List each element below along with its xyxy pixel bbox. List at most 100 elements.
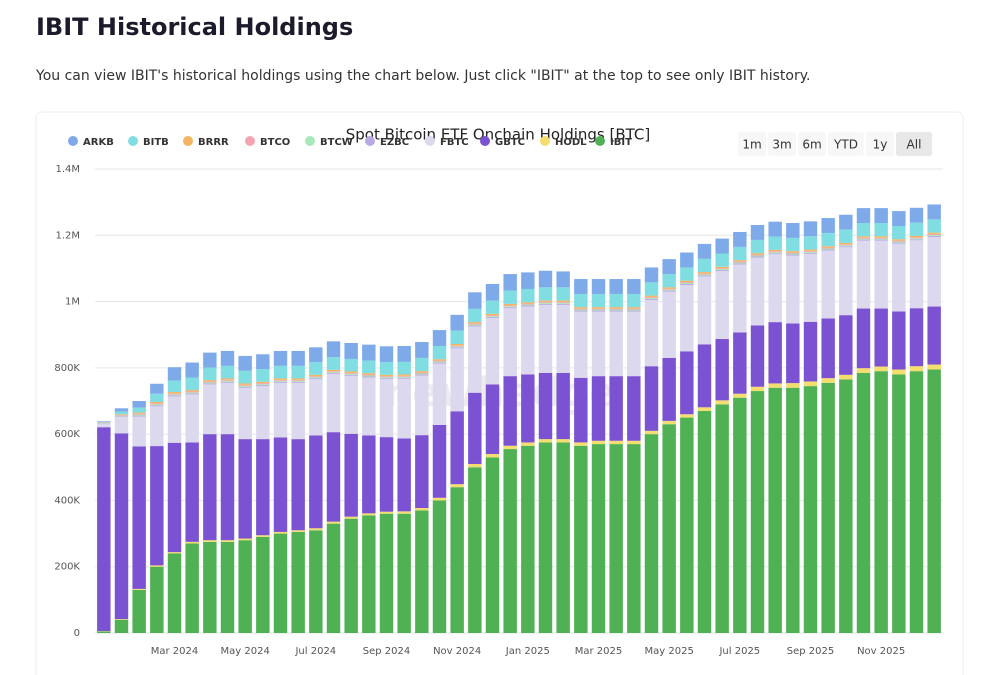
range-button[interactable]: [896, 132, 932, 156]
bar-segment: [309, 378, 323, 380]
bar-segment: [768, 253, 782, 255]
range-button[interactable]: [768, 132, 796, 156]
range-button-label[interactable]: YTD: [833, 138, 858, 152]
legend-label[interactable]: FBTC: [440, 137, 469, 148]
bar-segment: [715, 270, 729, 272]
x-tick-label: Sep 2025: [787, 646, 834, 657]
bar-segment: [291, 531, 305, 633]
legend-marker[interactable]: [128, 136, 138, 146]
bar-segment: [644, 297, 659, 299]
bar-segment: [733, 262, 747, 264]
bar-segment: [132, 588, 146, 590]
page-title: IBIT Historical Holdings: [36, 13, 353, 41]
bar-segment: [485, 318, 500, 385]
bar-segment: [185, 393, 199, 395]
bar-segment: [644, 267, 659, 283]
bar-segment: [273, 531, 288, 534]
bar-segment: [468, 326, 482, 393]
bar-segment: [574, 309, 588, 311]
bar-segment: [768, 251, 782, 253]
bar-segment: [803, 252, 818, 254]
range-button[interactable]: [828, 132, 864, 156]
legend-label[interactable]: BITB: [143, 137, 169, 148]
bar-segment: [485, 384, 500, 455]
bar-segment: [309, 374, 323, 377]
bar-segment: [538, 442, 553, 633]
range-button-label[interactable]: All: [907, 138, 922, 152]
bar-segment: [609, 309, 623, 311]
bar-segment: [326, 371, 341, 373]
bar-segment: [750, 225, 765, 240]
bar-segment: [132, 446, 146, 589]
legend-label[interactable]: EZBC: [380, 137, 409, 148]
legend-label[interactable]: BTCO: [260, 137, 290, 148]
bar-segment: [715, 253, 729, 267]
legend-marker[interactable]: [305, 136, 315, 146]
bar-segment: [909, 238, 924, 240]
legend-marker[interactable]: [365, 136, 375, 146]
range-button[interactable]: [738, 132, 766, 156]
bar-segment: [609, 311, 623, 377]
bar-segment: [503, 306, 517, 308]
legend-marker[interactable]: [425, 136, 435, 146]
bar-segment: [97, 631, 111, 633]
bar-segment: [309, 379, 323, 436]
bar-segment: [786, 223, 800, 238]
bar-segment: [803, 249, 818, 251]
bar-segment: [432, 424, 447, 498]
legend-marker[interactable]: [540, 136, 550, 146]
bar-segment: [344, 375, 358, 434]
legend-label[interactable]: BTCW: [320, 137, 353, 148]
bar-segment: [309, 530, 323, 633]
legend-marker[interactable]: [68, 136, 78, 146]
range-button[interactable]: [798, 132, 826, 156]
bar-segment: [680, 252, 694, 268]
bar-segment: [238, 540, 252, 633]
bar-segment: [521, 304, 535, 306]
legend-label[interactable]: IBIT: [610, 137, 632, 148]
bar-segment: [927, 306, 941, 365]
legend-label[interactable]: ARKB: [83, 137, 114, 148]
legend-marker[interactable]: [595, 136, 605, 146]
bar-segment: [591, 310, 606, 312]
bar-segment: [556, 287, 570, 301]
range-button-label[interactable]: 6m: [802, 138, 821, 152]
range-button-label[interactable]: 1y: [873, 138, 888, 152]
bar-segment: [821, 232, 835, 247]
bar-segment: [432, 330, 447, 346]
legend-marker[interactable]: [245, 136, 255, 146]
bar-segment: [574, 310, 588, 312]
bar-segment: [662, 259, 676, 275]
bar-segment: [397, 377, 411, 379]
legend-label[interactable]: HODL: [555, 137, 587, 148]
bar-segment: [397, 511, 411, 514]
bar-segment: [909, 222, 924, 236]
range-button-label[interactable]: 3m: [772, 138, 791, 152]
bar-segment: [697, 273, 712, 275]
range-button-label[interactable]: 1m: [742, 138, 761, 152]
bar-segment: [114, 433, 129, 620]
bar-segment: [97, 427, 111, 632]
bar-segment: [432, 345, 447, 360]
bar-segment: [750, 386, 765, 392]
bar-segment: [203, 352, 217, 368]
bar-segment: [468, 292, 482, 309]
bar-segment: [485, 300, 500, 314]
bar-segment: [609, 444, 623, 633]
legend-label[interactable]: BRRR: [198, 137, 229, 148]
bar-segment: [503, 305, 517, 307]
bar-segment: [786, 252, 800, 254]
bar-segment: [220, 350, 235, 366]
bar-segment: [733, 246, 747, 261]
bar-segment: [150, 401, 164, 404]
bar-segment: [150, 406, 164, 447]
bar-segment: [450, 345, 464, 347]
legend-marker[interactable]: [480, 136, 490, 146]
range-button[interactable]: [866, 132, 894, 156]
bar-segment: [680, 284, 694, 285]
legend-marker[interactable]: [183, 136, 193, 146]
bar-segment: [786, 387, 800, 633]
legend-label[interactable]: GBTC: [495, 137, 525, 148]
bar-segment: [344, 374, 358, 376]
bar-segment: [503, 376, 517, 446]
